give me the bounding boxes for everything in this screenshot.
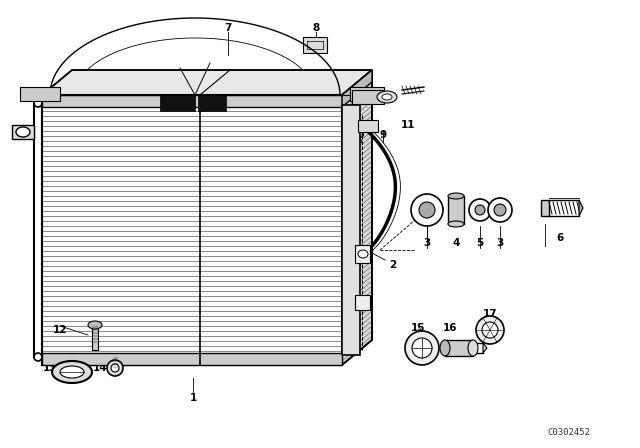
Ellipse shape xyxy=(488,198,512,222)
Ellipse shape xyxy=(476,316,504,344)
Ellipse shape xyxy=(60,366,84,378)
Ellipse shape xyxy=(448,193,464,199)
Polygon shape xyxy=(92,327,98,350)
Polygon shape xyxy=(342,70,372,365)
Ellipse shape xyxy=(52,361,92,383)
Ellipse shape xyxy=(405,331,439,365)
Ellipse shape xyxy=(88,321,102,329)
Polygon shape xyxy=(113,358,118,368)
Ellipse shape xyxy=(16,127,30,137)
Ellipse shape xyxy=(419,202,435,218)
Polygon shape xyxy=(483,343,487,353)
Text: 8: 8 xyxy=(312,23,319,33)
Ellipse shape xyxy=(468,340,478,356)
Bar xyxy=(355,245,370,263)
Ellipse shape xyxy=(411,194,443,226)
Text: 16: 16 xyxy=(443,323,457,333)
Text: 4: 4 xyxy=(452,238,460,248)
Polygon shape xyxy=(342,105,360,355)
Text: 1: 1 xyxy=(189,393,196,403)
Polygon shape xyxy=(42,353,342,365)
Bar xyxy=(358,120,378,132)
Ellipse shape xyxy=(475,205,485,215)
Ellipse shape xyxy=(107,360,123,376)
Text: 12: 12 xyxy=(52,325,67,335)
Bar xyxy=(198,95,226,111)
Text: 15: 15 xyxy=(411,323,425,333)
Polygon shape xyxy=(42,95,342,107)
Ellipse shape xyxy=(469,199,491,221)
Polygon shape xyxy=(541,200,549,216)
Text: 3: 3 xyxy=(424,238,431,248)
Polygon shape xyxy=(445,340,473,356)
Bar xyxy=(355,295,370,310)
Text: 3: 3 xyxy=(497,238,504,248)
Ellipse shape xyxy=(448,221,464,227)
Ellipse shape xyxy=(111,364,119,372)
Text: 11: 11 xyxy=(401,120,415,130)
Bar xyxy=(12,125,34,139)
Ellipse shape xyxy=(482,322,498,338)
Text: 6: 6 xyxy=(556,233,564,243)
Text: 7: 7 xyxy=(224,23,232,33)
Ellipse shape xyxy=(412,338,432,358)
Polygon shape xyxy=(579,200,583,216)
Text: 17: 17 xyxy=(483,309,497,319)
Text: 5: 5 xyxy=(476,238,484,248)
Text: 13: 13 xyxy=(43,363,57,373)
Polygon shape xyxy=(20,87,60,101)
Ellipse shape xyxy=(382,94,392,100)
Ellipse shape xyxy=(440,340,450,356)
Ellipse shape xyxy=(358,250,368,258)
Polygon shape xyxy=(303,37,327,53)
Ellipse shape xyxy=(494,204,506,216)
Text: C0302452: C0302452 xyxy=(547,427,590,436)
Bar xyxy=(352,90,384,104)
Ellipse shape xyxy=(377,91,397,103)
Polygon shape xyxy=(342,70,372,107)
Bar xyxy=(160,95,195,111)
Polygon shape xyxy=(42,70,372,95)
Text: 9: 9 xyxy=(380,130,387,140)
Text: 14: 14 xyxy=(93,363,108,373)
Polygon shape xyxy=(350,87,384,101)
Polygon shape xyxy=(448,196,464,224)
Text: 2: 2 xyxy=(389,260,397,270)
Ellipse shape xyxy=(34,353,42,361)
Text: 10: 10 xyxy=(351,130,365,140)
Ellipse shape xyxy=(34,99,42,107)
